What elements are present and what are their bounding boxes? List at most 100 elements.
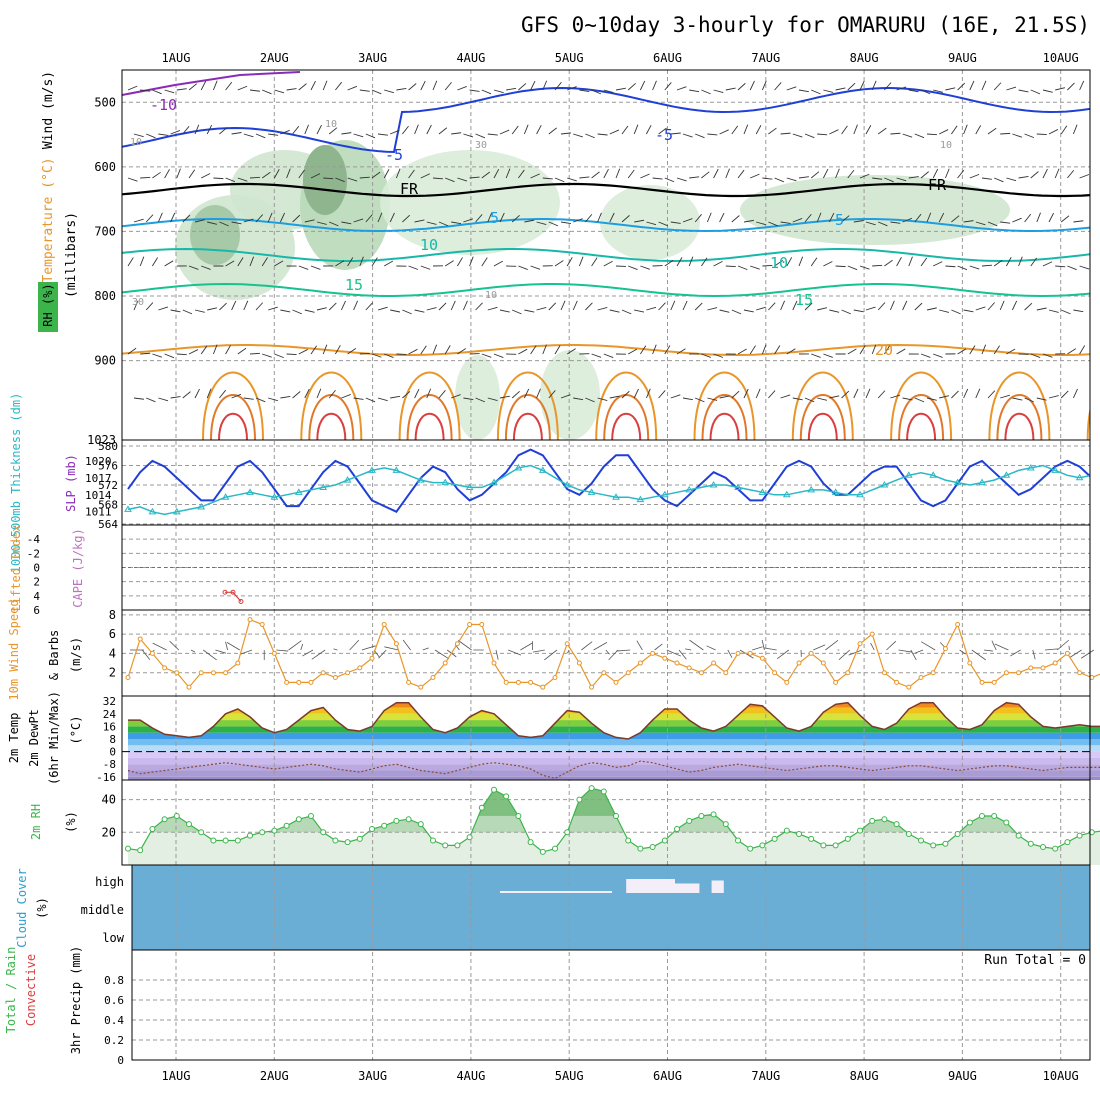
- wind-barb: [848, 266, 857, 270]
- wind-barb: [823, 169, 828, 178]
- wind-barb: [1006, 87, 1016, 90]
- wind-ytick: 8: [109, 608, 116, 622]
- rh2m-point: [357, 836, 362, 841]
- li-series-line: [225, 592, 241, 601]
- wind10m-point: [455, 642, 459, 646]
- wind10m-point: [882, 671, 886, 675]
- wind-barb: [811, 258, 817, 266]
- rh2m-point: [992, 813, 997, 818]
- wind-barb: [634, 125, 638, 134]
- rh2m-point: [699, 813, 704, 818]
- rh2m-point: [955, 831, 960, 836]
- wind-barb: [890, 301, 894, 310]
- wind-barb: [1000, 133, 1010, 134]
- wind-barb: [146, 303, 153, 310]
- wind-barb: [433, 345, 437, 354]
- warm-contour-8-2: [1005, 414, 1033, 440]
- wind-barb: [238, 348, 246, 354]
- rh2m-point: [443, 843, 448, 848]
- wind-barb: [354, 134, 364, 137]
- warm-contour-0-2: [219, 414, 247, 440]
- wind-barb: [775, 178, 784, 182]
- rh2m-point: [967, 820, 972, 825]
- wind-barb: [402, 126, 408, 134]
- wind-barb: [897, 257, 902, 266]
- panel-frame-slp: [122, 440, 1090, 525]
- wind-barb: [537, 389, 541, 398]
- cloud-ylabel-left: Cloud Cover: [15, 868, 29, 947]
- rh2m-point: [1053, 846, 1058, 851]
- wind-barb: [1073, 125, 1077, 134]
- wind-barb: [890, 395, 900, 398]
- wind-barb: [146, 398, 155, 402]
- wind-barb: [640, 81, 644, 90]
- wind-barb: [409, 349, 418, 354]
- wind-barb: [878, 128, 886, 134]
- wind-barb: [1049, 310, 1059, 312]
- wind-barb: [976, 307, 986, 310]
- temp-contour-label-extra-3: 15: [795, 291, 813, 309]
- wind10m-barb: [886, 641, 895, 650]
- wind-barb: [756, 125, 761, 134]
- rh2m-point: [187, 822, 192, 827]
- upper-ytick: 800: [94, 289, 116, 303]
- wind10m-barb: [289, 641, 302, 650]
- wind-barb: [171, 397, 181, 398]
- wind-barb: [1080, 266, 1090, 269]
- wind10m-point: [602, 671, 606, 675]
- slp-ytick: 1014: [85, 489, 112, 502]
- wind-barb: [842, 126, 848, 134]
- wind-barb: [476, 303, 483, 310]
- wind-barb: [726, 88, 736, 90]
- wind-ytick: 4: [109, 646, 116, 660]
- wind-barb: [1037, 213, 1041, 222]
- wind-barb: [994, 346, 999, 354]
- wind10m-point: [199, 671, 203, 675]
- wind-barb: [701, 172, 709, 178]
- wind10m-point: [577, 661, 581, 665]
- wind-barb: [610, 130, 619, 134]
- wind10m-barb: [1081, 650, 1094, 658]
- wind10m-point: [382, 622, 386, 626]
- temp-ylabel-mid: 2m DewPt: [27, 709, 41, 767]
- temp-ytick: 8: [109, 733, 116, 746]
- cape-ylabel-right: CAPE (J/kg): [71, 528, 85, 607]
- wind-barb: [415, 389, 419, 398]
- wind10m-point: [175, 671, 179, 675]
- temp-contour-label-10: 10: [420, 236, 438, 254]
- wind-barb: [140, 353, 150, 354]
- rh2m-point: [833, 843, 838, 848]
- wind10m-barb: [655, 644, 663, 650]
- wind10m-barb: [508, 650, 521, 655]
- wind10m-point: [272, 651, 276, 655]
- rh2m-point: [675, 827, 680, 832]
- wind-barb: [500, 310, 510, 312]
- wind-barb: [152, 172, 160, 178]
- rh-contour-label: 30: [475, 140, 487, 151]
- rh2m-point: [528, 840, 533, 845]
- warm-contour-2-1: [408, 395, 452, 440]
- wind-barb: [964, 310, 974, 312]
- rh2m-point: [540, 849, 545, 854]
- wind-barb: [787, 87, 796, 90]
- wind-barb: [366, 134, 375, 138]
- wind-barb: [256, 303, 263, 310]
- wind-barb: [463, 134, 473, 137]
- wind-barb: [750, 81, 754, 90]
- wind-barb: [665, 82, 672, 90]
- wind-barb: [238, 86, 247, 90]
- wind10m-barb: [637, 641, 643, 650]
- temp-contour-20: [122, 345, 1090, 355]
- upper-ylabel-rh: RH (%): [41, 283, 55, 326]
- wind10m-point: [1078, 671, 1082, 675]
- rh2m-point: [199, 830, 204, 835]
- wind-barb: [634, 389, 638, 398]
- wind10m-point: [651, 651, 655, 655]
- rh2m-point: [382, 823, 387, 828]
- precip-ytick: 0: [117, 1054, 124, 1067]
- wind-barb: [775, 82, 782, 90]
- wind-barb: [677, 178, 687, 181]
- wind-barb: [976, 389, 980, 398]
- wind10m-barb: [762, 640, 764, 650]
- wind-barb: [598, 307, 608, 310]
